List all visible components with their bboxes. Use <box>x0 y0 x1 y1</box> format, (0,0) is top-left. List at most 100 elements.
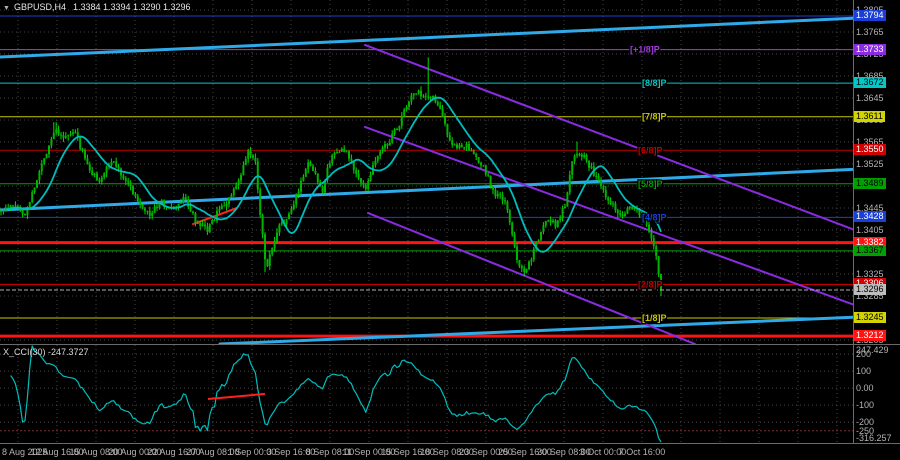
candle-body <box>52 132 55 139</box>
candle-body <box>124 178 127 181</box>
candle-body <box>345 151 348 153</box>
time-tick-label: 7 Oct 16:00 <box>618 447 666 457</box>
candle-body <box>544 220 547 226</box>
candle-body <box>290 208 293 214</box>
candle-body <box>103 173 106 178</box>
candle-body <box>31 192 34 203</box>
candle-body <box>132 186 134 195</box>
murrey-level-label: [1/8]P <box>642 313 667 323</box>
candle-body <box>492 186 494 190</box>
ascending-channel-mid[interactable] <box>0 167 853 212</box>
price-tick-label: 1.3525 <box>856 159 884 169</box>
candle-body <box>307 162 310 170</box>
candle-body <box>105 166 108 174</box>
candle-body <box>182 197 185 203</box>
candle-body <box>520 266 523 269</box>
candle-body <box>463 147 466 149</box>
candle-body <box>69 134 72 136</box>
price-tick-label: 1.3645 <box>856 93 884 103</box>
cci-red-segment[interactable] <box>207 392 266 401</box>
candle-body <box>379 151 382 156</box>
candle-body <box>9 205 12 208</box>
candle-body <box>28 202 31 210</box>
candle-body <box>386 144 389 146</box>
candle-body <box>129 182 132 187</box>
candle-body <box>240 175 242 181</box>
candle-body <box>405 106 408 110</box>
candle-body <box>48 145 50 155</box>
candle-body <box>535 241 538 249</box>
candlesticks <box>0 57 662 296</box>
candle-body <box>609 200 612 205</box>
candle-body <box>580 154 583 157</box>
price-tick-label: 1.3285 <box>856 291 884 301</box>
collapse-icon[interactable]: ▼ <box>3 5 10 12</box>
candle-body <box>84 150 86 159</box>
pane-separator[interactable] <box>0 344 900 345</box>
candle-body <box>424 95 427 97</box>
candle-body <box>117 166 120 169</box>
candle-body <box>297 191 300 196</box>
candle-body <box>504 200 506 202</box>
candle-body <box>465 144 468 148</box>
candle-body <box>295 195 298 205</box>
candle-body <box>571 161 574 176</box>
candle-body <box>595 175 598 177</box>
candle-body <box>578 154 581 156</box>
time-tick-label: 23 Sep 00:00 <box>459 447 513 457</box>
candle-body <box>288 213 290 220</box>
candle-body <box>588 160 590 168</box>
candle-body <box>232 188 235 195</box>
candle-body <box>573 155 576 162</box>
price-level-box: 1.3296 <box>854 283 886 295</box>
descending-channel-lower[interactable] <box>367 212 696 344</box>
candle-body <box>331 155 334 164</box>
indicator-label: X_CCI(30) -247.3727 <box>3 347 89 357</box>
candle-body <box>153 206 156 213</box>
candle-body <box>158 201 161 208</box>
candle-body <box>384 144 386 148</box>
price-level-box: 1.3382 <box>854 236 886 248</box>
candle-body <box>93 173 96 176</box>
candle-body <box>218 209 221 211</box>
candle-body <box>314 170 317 174</box>
candle-body <box>91 170 94 176</box>
candle-body <box>597 176 600 181</box>
murrey-level-label: [8/8]P <box>642 78 667 88</box>
candle-body <box>36 180 38 188</box>
axis-separator-vertical <box>853 0 854 444</box>
candle-body <box>60 134 62 136</box>
candle-body <box>268 254 271 267</box>
candle-body <box>645 219 648 225</box>
descending-channel-mid[interactable] <box>364 125 853 307</box>
ascending-channel-lower[interactable] <box>218 315 853 344</box>
candle-body <box>64 136 67 138</box>
candle-body <box>518 260 521 267</box>
candle-body <box>326 167 329 181</box>
ascending-channel-upper[interactable] <box>0 16 853 59</box>
candle-body <box>206 226 209 232</box>
candle-body <box>57 129 60 135</box>
candle-body <box>136 196 139 202</box>
candle-body <box>439 105 442 109</box>
cci-line <box>10 345 662 443</box>
candle-body <box>362 182 365 185</box>
candle-body <box>184 197 187 200</box>
time-tick-label: 15 Aug 08:00 <box>69 447 123 457</box>
candle-body <box>333 152 336 156</box>
candle-body <box>367 181 370 190</box>
price-level-box: 1.3489 <box>854 177 886 189</box>
time-tick-label: 18 Sep 08:00 <box>420 447 474 457</box>
candle-body <box>432 95 434 99</box>
candle-body <box>460 144 463 148</box>
cci-indicator-pane[interactable] <box>0 345 853 443</box>
candle-body <box>408 101 410 107</box>
candle-body <box>417 90 420 94</box>
candle-body <box>513 234 516 247</box>
candle-body <box>0 210 2 212</box>
descending-channel-upper[interactable] <box>364 43 853 232</box>
candle-body <box>14 205 17 207</box>
time-tick-label: 22 Aug 16:00 <box>147 447 201 457</box>
main-chart-pane[interactable]: [+1/8]P [8/8]P [7/8]P [6/8]P [5/8]P [4/8]P [2/… <box>0 0 853 344</box>
